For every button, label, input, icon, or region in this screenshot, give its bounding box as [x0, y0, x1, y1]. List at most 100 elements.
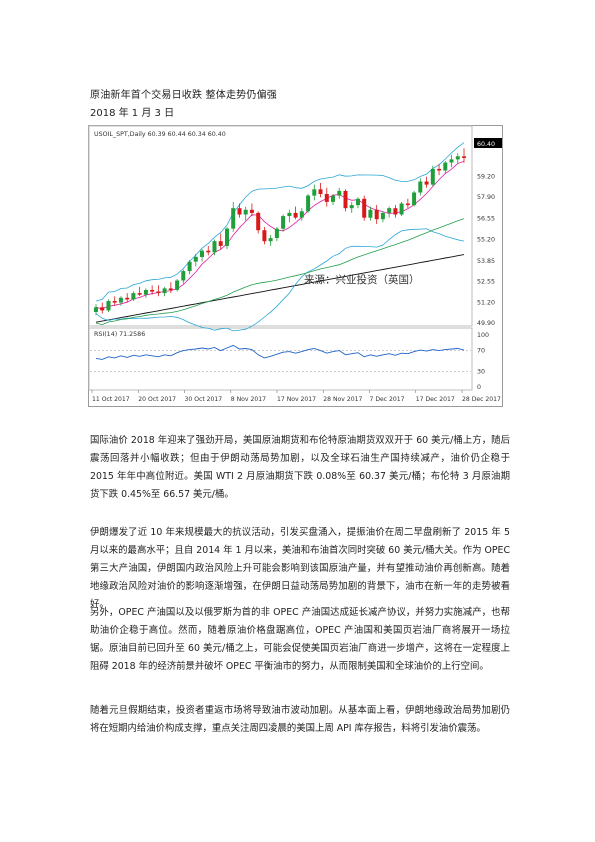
- candle-body: [349, 205, 354, 209]
- paragraph-1: 国际油价 2018 年迎来了强劲开局，美国原油期货和布伦特原油期货双双开于 60…: [90, 435, 510, 500]
- candle-body: [274, 228, 279, 238]
- candle-body: [143, 290, 148, 295]
- candle-body: [100, 307, 105, 311]
- candle-body: [256, 212, 261, 231]
- date-tick-label: 17 Dec 2017: [416, 396, 455, 403]
- chart-svg: 59.20 57.90 56.55 55.20 53.85 52.55 51.20 49.90…: [88, 125, 503, 407]
- candle-body: [306, 195, 311, 212]
- price-tick-label: 57.90: [477, 194, 495, 201]
- candle-body: [362, 198, 367, 218]
- date-tick-label: 17 Nov 2017: [277, 396, 316, 403]
- candle-body: [437, 168, 442, 171]
- candle-body: [430, 168, 435, 185]
- candle-body: [299, 211, 304, 218]
- last-price-badge: [474, 138, 502, 148]
- candle-body: [231, 208, 236, 229]
- candle-body: [162, 288, 167, 294]
- price-tick-label: 56.55: [477, 215, 495, 222]
- candle-body: [187, 261, 192, 272]
- candle-body: [449, 159, 454, 163]
- date-tick-label: 28 Dec 2017: [462, 396, 501, 403]
- candle-body: [399, 203, 404, 215]
- price-tick-label: 49.90: [477, 320, 495, 327]
- rsi-tick-label: 0: [477, 384, 481, 391]
- date-tick-label: 11 Oct 2017: [92, 396, 130, 403]
- candle-body: [118, 297, 123, 303]
- candle-body: [218, 241, 223, 246]
- candle-body: [405, 203, 410, 206]
- date-tick-label: 20 Oct 2017: [138, 396, 176, 403]
- candle-body: [324, 194, 329, 202]
- candle-body: [368, 209, 373, 218]
- candle-body: [331, 195, 335, 202]
- candle-body: [200, 250, 204, 257]
- candle-body: [206, 250, 211, 253]
- candle-body: [424, 181, 429, 185]
- trend-line: [95, 254, 465, 323]
- date-tick-label: 7 Dec 2017: [370, 396, 405, 403]
- candle-body: [393, 208, 398, 215]
- price-tick-label: 52.55: [477, 278, 495, 285]
- candle-body: [262, 230, 267, 242]
- candle-body: [112, 301, 117, 303]
- candle-body: [94, 307, 98, 312]
- date-tick-label: 28 Nov 2017: [323, 396, 362, 403]
- source-watermark: 来源：兴业投资（英国）: [304, 273, 420, 286]
- last-price-label: 60.40: [477, 141, 495, 148]
- candle-body: [337, 190, 342, 196]
- candle-body: [243, 209, 248, 215]
- candle-body: [418, 181, 423, 193]
- bollinger-lower: [95, 228, 465, 332]
- candle-body: [318, 189, 323, 194]
- price-tick-label: 51.20: [477, 300, 495, 307]
- candle-body: [106, 301, 111, 311]
- candle-body: [150, 290, 155, 292]
- candle-body: [293, 212, 298, 218]
- candle-body: [412, 192, 417, 206]
- price-tick-label: 53.85: [477, 258, 495, 265]
- paragraph-3: 另外，OPEC 产油国以及以俄罗斯为首的非 OPEC 产油国达成延长减产协议，并…: [90, 607, 510, 672]
- candle-body: [131, 293, 136, 300]
- candle-body: [249, 209, 254, 213]
- candle-body: [225, 228, 229, 246]
- article-title: 原油新年首个交易日收跌 整体走势仍偏强: [90, 90, 277, 101]
- candle-body: [343, 190, 348, 209]
- candle-body: [287, 212, 292, 216]
- rsi-line: [95, 344, 465, 360]
- price-panel: [88, 125, 473, 327]
- candle-body: [374, 209, 379, 220]
- ma-long-line: [95, 218, 465, 326]
- price-tick-label: 59.20: [477, 174, 495, 181]
- candle-body: [387, 208, 392, 213]
- candle-body: [281, 216, 286, 229]
- candle-body: [356, 198, 360, 206]
- candle-body: [462, 156, 466, 158]
- oil-price-chart: 59.20 57.90 56.55 55.20 53.85 52.55 51.20 49.90…: [88, 125, 503, 407]
- bollinger-upper: [95, 142, 465, 302]
- candle-body: [168, 288, 173, 290]
- candle-body: [268, 238, 273, 242]
- article-date: 2018 年 1 月 3 日: [90, 108, 175, 119]
- candle-body: [137, 293, 142, 295]
- candle-body: [455, 156, 460, 160]
- paragraph-2: 伊朗爆发了近 10 年来规模最大的抗议活动，引发买盘涌入，提振油价在周二早盘刷新…: [90, 527, 510, 610]
- date-tick-label: 30 Oct 2017: [185, 396, 223, 403]
- candle-body: [193, 256, 198, 262]
- candle-body: [212, 241, 217, 253]
- candle-body: [312, 189, 317, 196]
- symbol-header: USOIL_SPT,Daily 60.39 60.44 60.34 60.40: [94, 131, 226, 138]
- rsi-tick-label: 100: [477, 332, 489, 339]
- price-tick-label: 55.20: [477, 237, 495, 244]
- date-tick-label: 8 Nov 2017: [231, 396, 266, 403]
- candle-body: [181, 271, 186, 281]
- candle-body: [125, 297, 130, 300]
- rsi-header: RSI(14) 71.2586: [94, 331, 145, 338]
- rsi-panel: [88, 327, 473, 391]
- candle-body: [156, 291, 161, 294]
- candle-body: [380, 212, 385, 220]
- candle-body: [175, 280, 180, 290]
- rsi-tick-label: 30: [477, 368, 485, 375]
- rsi-tick-label: 70: [477, 348, 485, 355]
- candle-body: [443, 162, 448, 171]
- paragraph-4: 随着元旦假期结束，投资者重返市场将导致油市波动加剧。从基本面上看，伊朗地缘政治局…: [90, 705, 510, 734]
